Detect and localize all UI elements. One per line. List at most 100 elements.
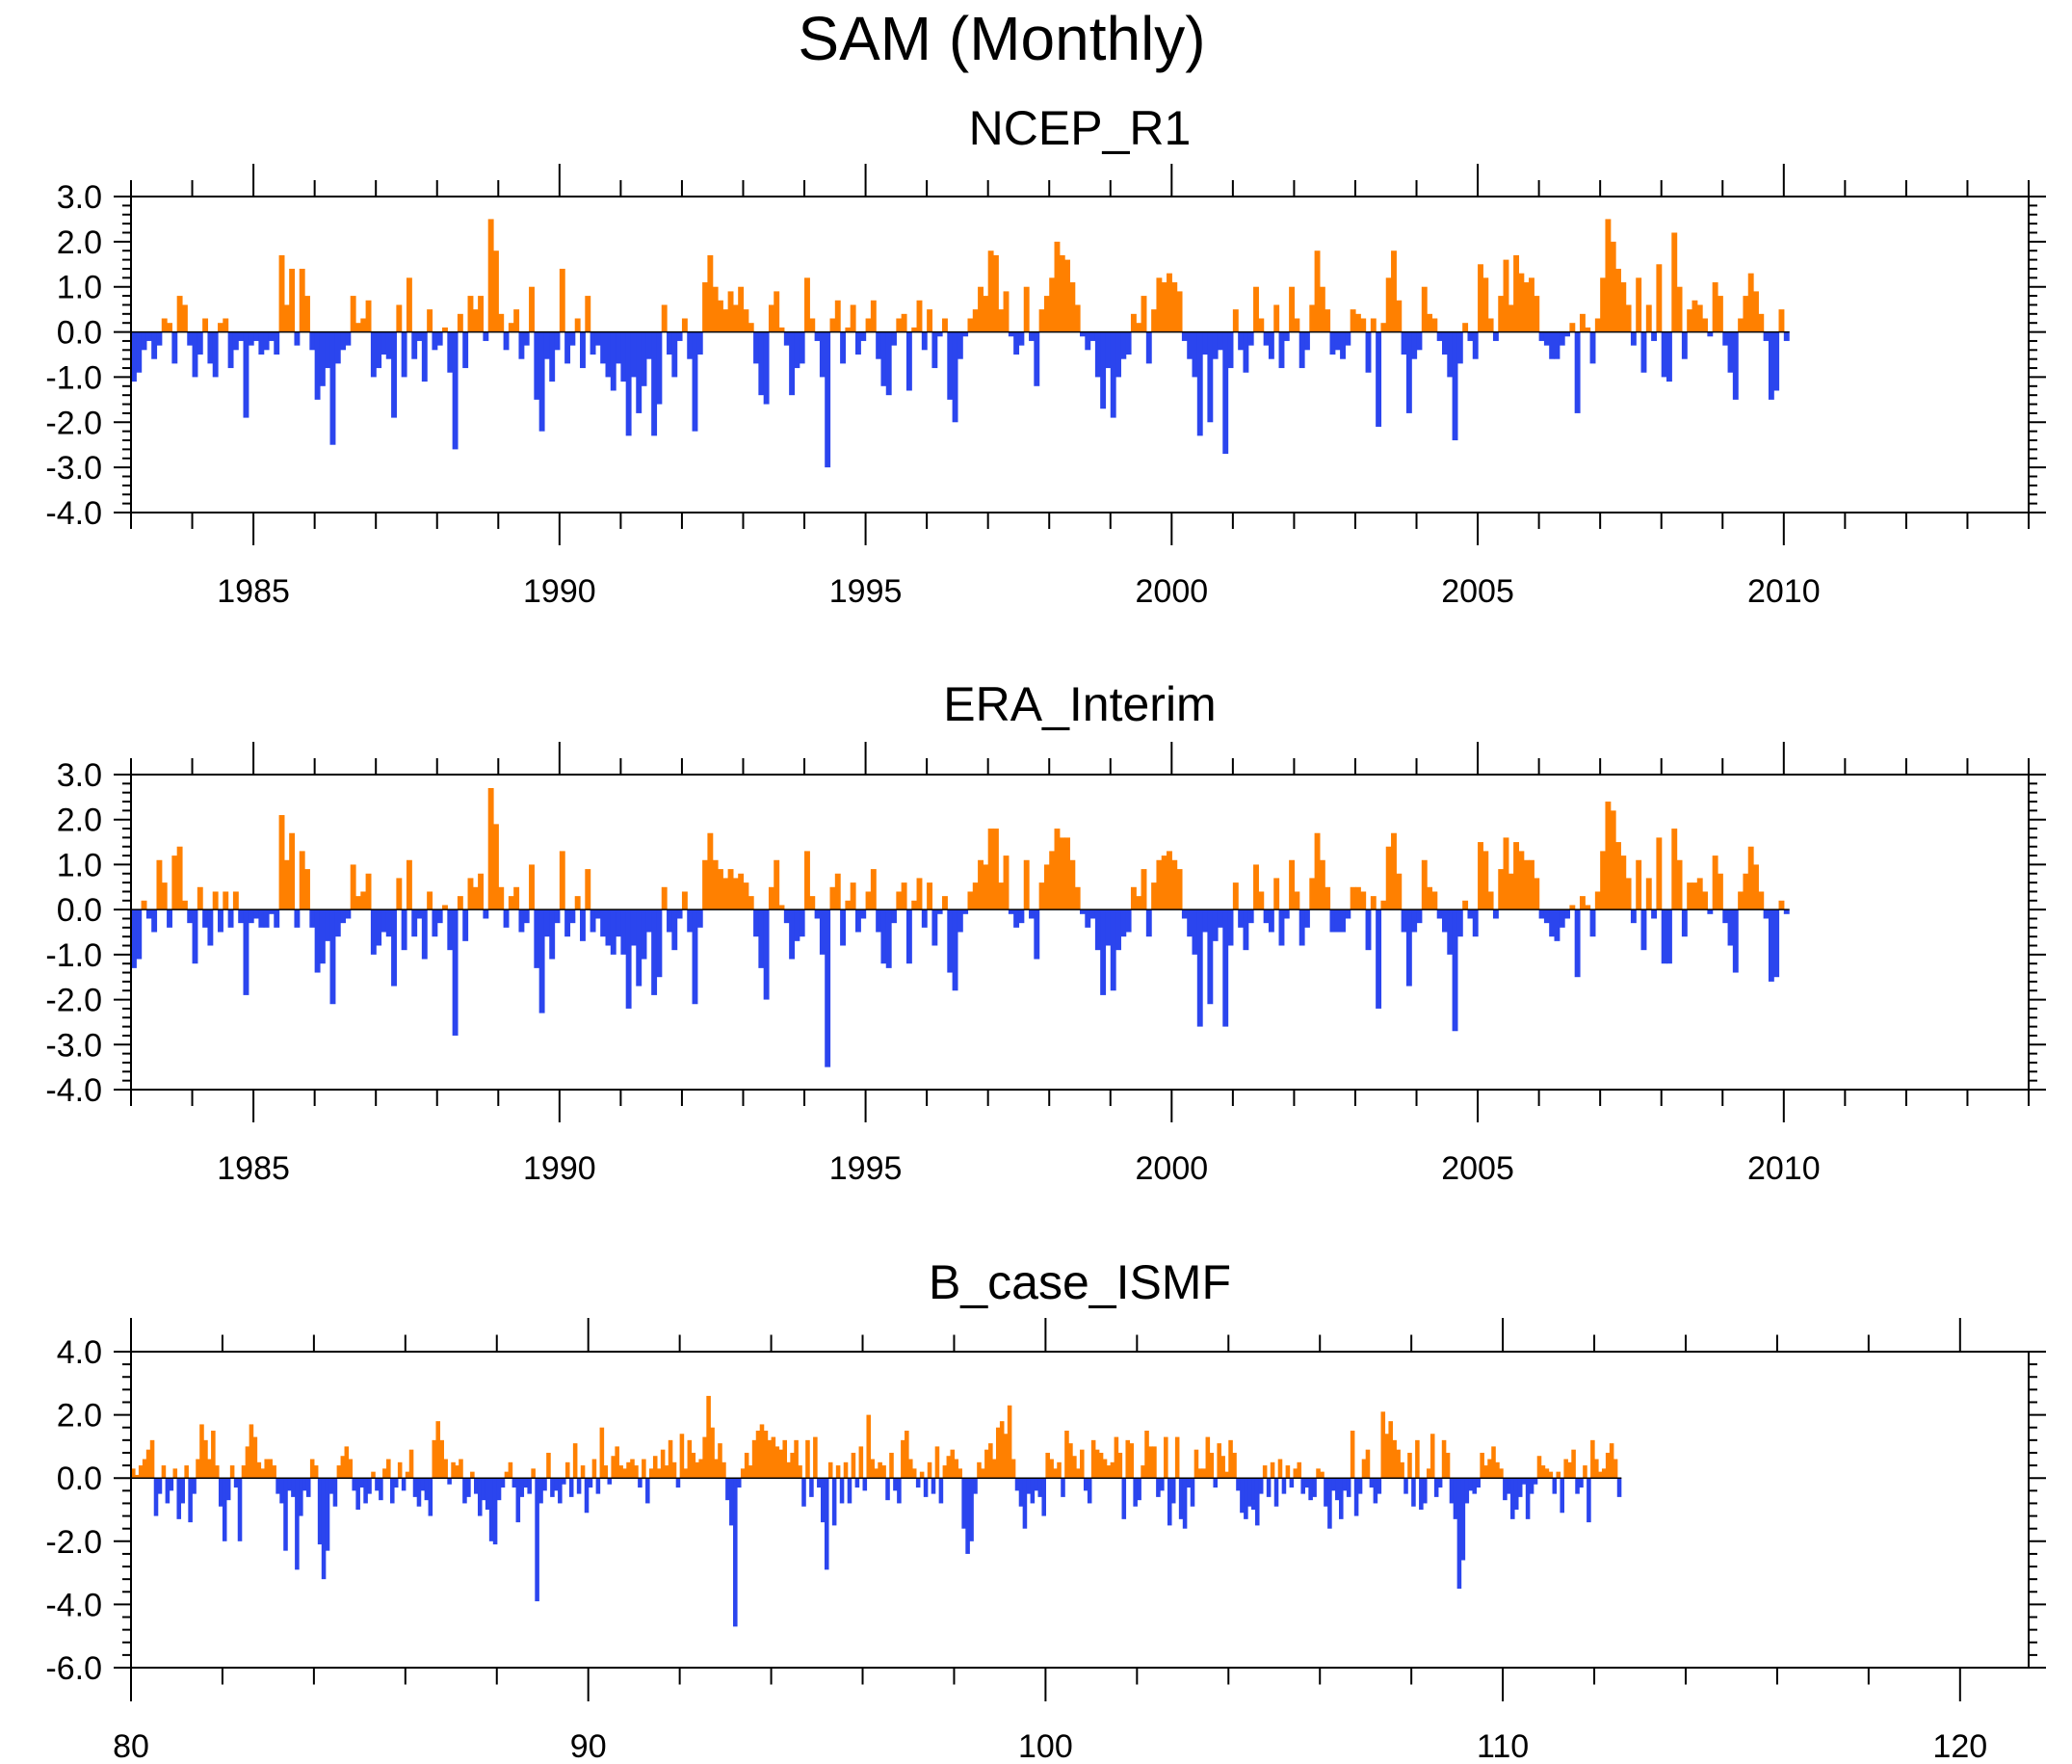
positive-bar — [774, 859, 780, 910]
x-tick-label: 2000 — [1136, 1150, 1209, 1187]
negative-bar — [1666, 331, 1672, 382]
positive-bar — [946, 1456, 952, 1479]
positive-bar — [727, 869, 734, 910]
negative-bar — [411, 909, 418, 937]
positive-bar — [1141, 1465, 1145, 1479]
negative-bar — [957, 331, 963, 359]
negative-bar — [1110, 909, 1116, 991]
positive-bar — [1396, 873, 1403, 910]
positive-bar — [1569, 905, 1576, 910]
positive-bar — [889, 1452, 894, 1479]
negative-bar — [636, 909, 643, 987]
negative-bar — [1661, 331, 1667, 378]
positive-bar — [1478, 842, 1483, 910]
positive-bar — [661, 304, 668, 332]
positive-bar — [1314, 250, 1321, 332]
negative-bar — [355, 1478, 360, 1510]
negative-bar — [1447, 331, 1454, 378]
negative-bar — [212, 331, 219, 378]
negative-bar — [1768, 331, 1774, 400]
negative-bar — [352, 1478, 356, 1491]
positive-bar — [1045, 1452, 1050, 1479]
negative-bar — [814, 331, 821, 341]
positive-bar — [740, 1468, 746, 1479]
negative-bar — [1467, 909, 1474, 919]
positive-bar — [1156, 859, 1163, 910]
positive-bar — [1579, 313, 1586, 332]
negative-bar — [1377, 1478, 1382, 1494]
positive-bar — [1144, 1431, 1149, 1479]
positive-bar — [1503, 259, 1509, 332]
positive-bar — [804, 851, 810, 910]
positive-bar — [1687, 882, 1693, 910]
negative-bar — [1212, 331, 1219, 359]
positive-bar — [1513, 254, 1520, 332]
negative-bar — [503, 331, 510, 351]
negative-bar — [523, 909, 530, 924]
negative-bar — [218, 909, 223, 933]
positive-bar — [408, 1449, 414, 1479]
negative-bar — [519, 1478, 525, 1497]
negative-bar — [957, 909, 963, 933]
negative-bar — [496, 1478, 502, 1501]
positive-bar — [845, 900, 852, 910]
negative-bar — [1080, 331, 1086, 337]
negative-bar — [238, 331, 245, 341]
negative-bar — [1575, 1478, 1580, 1494]
negative-bar — [1244, 1478, 1248, 1519]
positive-bar — [1569, 323, 1576, 332]
positive-bar — [851, 1452, 856, 1479]
positive-bar — [1309, 878, 1316, 910]
positive-bar — [706, 1395, 711, 1479]
negative-bar — [492, 1478, 498, 1545]
positive-bar — [215, 1465, 220, 1479]
positive-bar — [1747, 846, 1754, 910]
negative-bar — [268, 331, 275, 341]
negative-bar — [309, 909, 316, 928]
negative-bar — [645, 909, 652, 933]
negative-bar — [1268, 331, 1274, 359]
negative-bar — [466, 1478, 471, 1497]
negative-bar — [1298, 909, 1305, 946]
positive-bar — [1293, 1468, 1298, 1479]
x-tick-label: 1990 — [523, 573, 596, 610]
positive-bar — [1613, 1459, 1618, 1479]
positive-bar — [1319, 286, 1325, 332]
positive-bar — [660, 1449, 666, 1479]
negative-bar — [607, 1478, 613, 1485]
negative-bar — [1283, 909, 1290, 919]
positive-bar — [648, 1468, 654, 1479]
positive-bar — [241, 1465, 247, 1479]
negative-bar — [1268, 909, 1274, 933]
chart-panel-b-case-ismf: B_case_ISMF 4.0 2.0 0.0 -2.0 -4.0 -6.0 80 90 100 1… — [45, 1255, 2046, 1764]
positive-bar — [350, 864, 356, 910]
negative-bar — [192, 909, 198, 964]
positive-bar — [396, 878, 403, 910]
negative-bar — [1329, 331, 1336, 355]
positive-bar — [1054, 829, 1061, 910]
negative-bar — [554, 1478, 559, 1491]
positive-bar — [1426, 1468, 1431, 1479]
negative-bar — [329, 331, 336, 445]
positive-bar — [615, 1446, 619, 1479]
positive-bar — [845, 327, 852, 332]
positive-bar — [870, 1459, 875, 1479]
negative-bar — [390, 1478, 395, 1504]
negative-bar — [645, 1478, 650, 1504]
negative-bar — [962, 909, 969, 914]
negative-bar — [543, 331, 550, 359]
positive-bar — [1385, 846, 1392, 910]
negative-bar — [420, 1478, 426, 1491]
negative-bar — [187, 331, 194, 346]
negative-bar — [625, 909, 632, 1009]
negative-bar — [1125, 331, 1132, 355]
negative-bar — [921, 331, 928, 351]
positive-bar — [1534, 296, 1540, 332]
y-tick-label: -4.0 — [45, 495, 102, 532]
positive-bar — [365, 873, 372, 910]
negative-bar — [462, 331, 469, 369]
positive-bar — [531, 1468, 536, 1479]
negative-bar — [156, 331, 163, 346]
positive-bar — [1758, 891, 1765, 910]
negative-bar — [370, 331, 377, 378]
